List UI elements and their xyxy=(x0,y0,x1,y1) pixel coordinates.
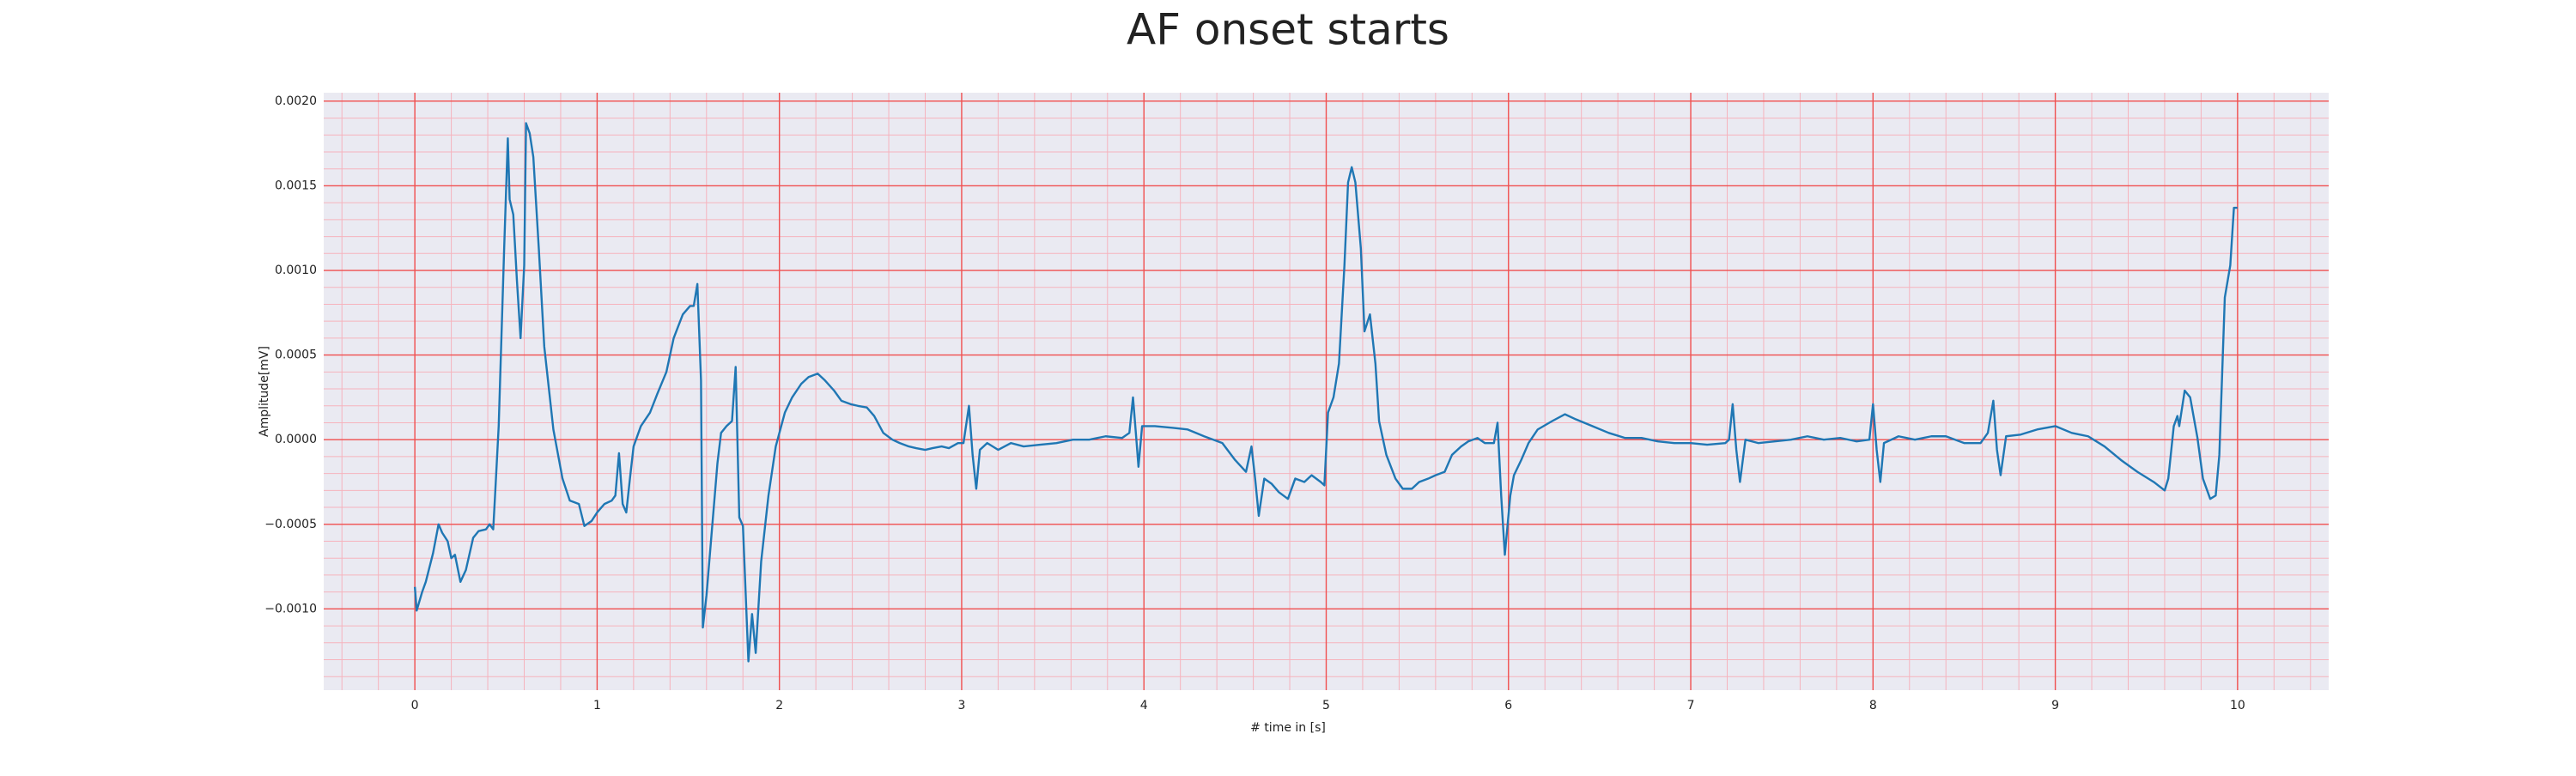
y-tick-label: −0.0005 xyxy=(264,518,317,531)
y-axis-label: Amplitude[mV] xyxy=(258,346,271,437)
plot-area xyxy=(324,93,2329,690)
y-tick-label: 0.0015 xyxy=(275,179,317,192)
x-axis-label: # time in [s] xyxy=(1250,721,1326,735)
x-tick-label: 0 xyxy=(411,699,419,712)
x-tick-label: 10 xyxy=(2230,699,2245,712)
y-tick-label: 0.0020 xyxy=(275,94,317,108)
y-tick-label: 0.0005 xyxy=(275,349,317,362)
y-tick-label: −0.0010 xyxy=(264,602,317,615)
signal-line xyxy=(413,122,2238,663)
x-tick-label: 7 xyxy=(1687,699,1695,712)
x-tick-label: 5 xyxy=(1322,699,1330,712)
x-tick-label: 6 xyxy=(1504,699,1512,712)
x-tick-label: 4 xyxy=(1140,699,1148,712)
x-tick-label: 8 xyxy=(1869,699,1877,712)
chart-title: AF onset starts xyxy=(1127,5,1449,55)
x-tick-label: 1 xyxy=(593,699,601,712)
y-tick-label: 0.0000 xyxy=(275,433,317,446)
x-tick-label: 2 xyxy=(775,699,783,712)
x-tick-label: 3 xyxy=(957,699,965,712)
y-tick-label: 0.0010 xyxy=(275,264,317,277)
x-tick-label: 9 xyxy=(2051,699,2059,712)
